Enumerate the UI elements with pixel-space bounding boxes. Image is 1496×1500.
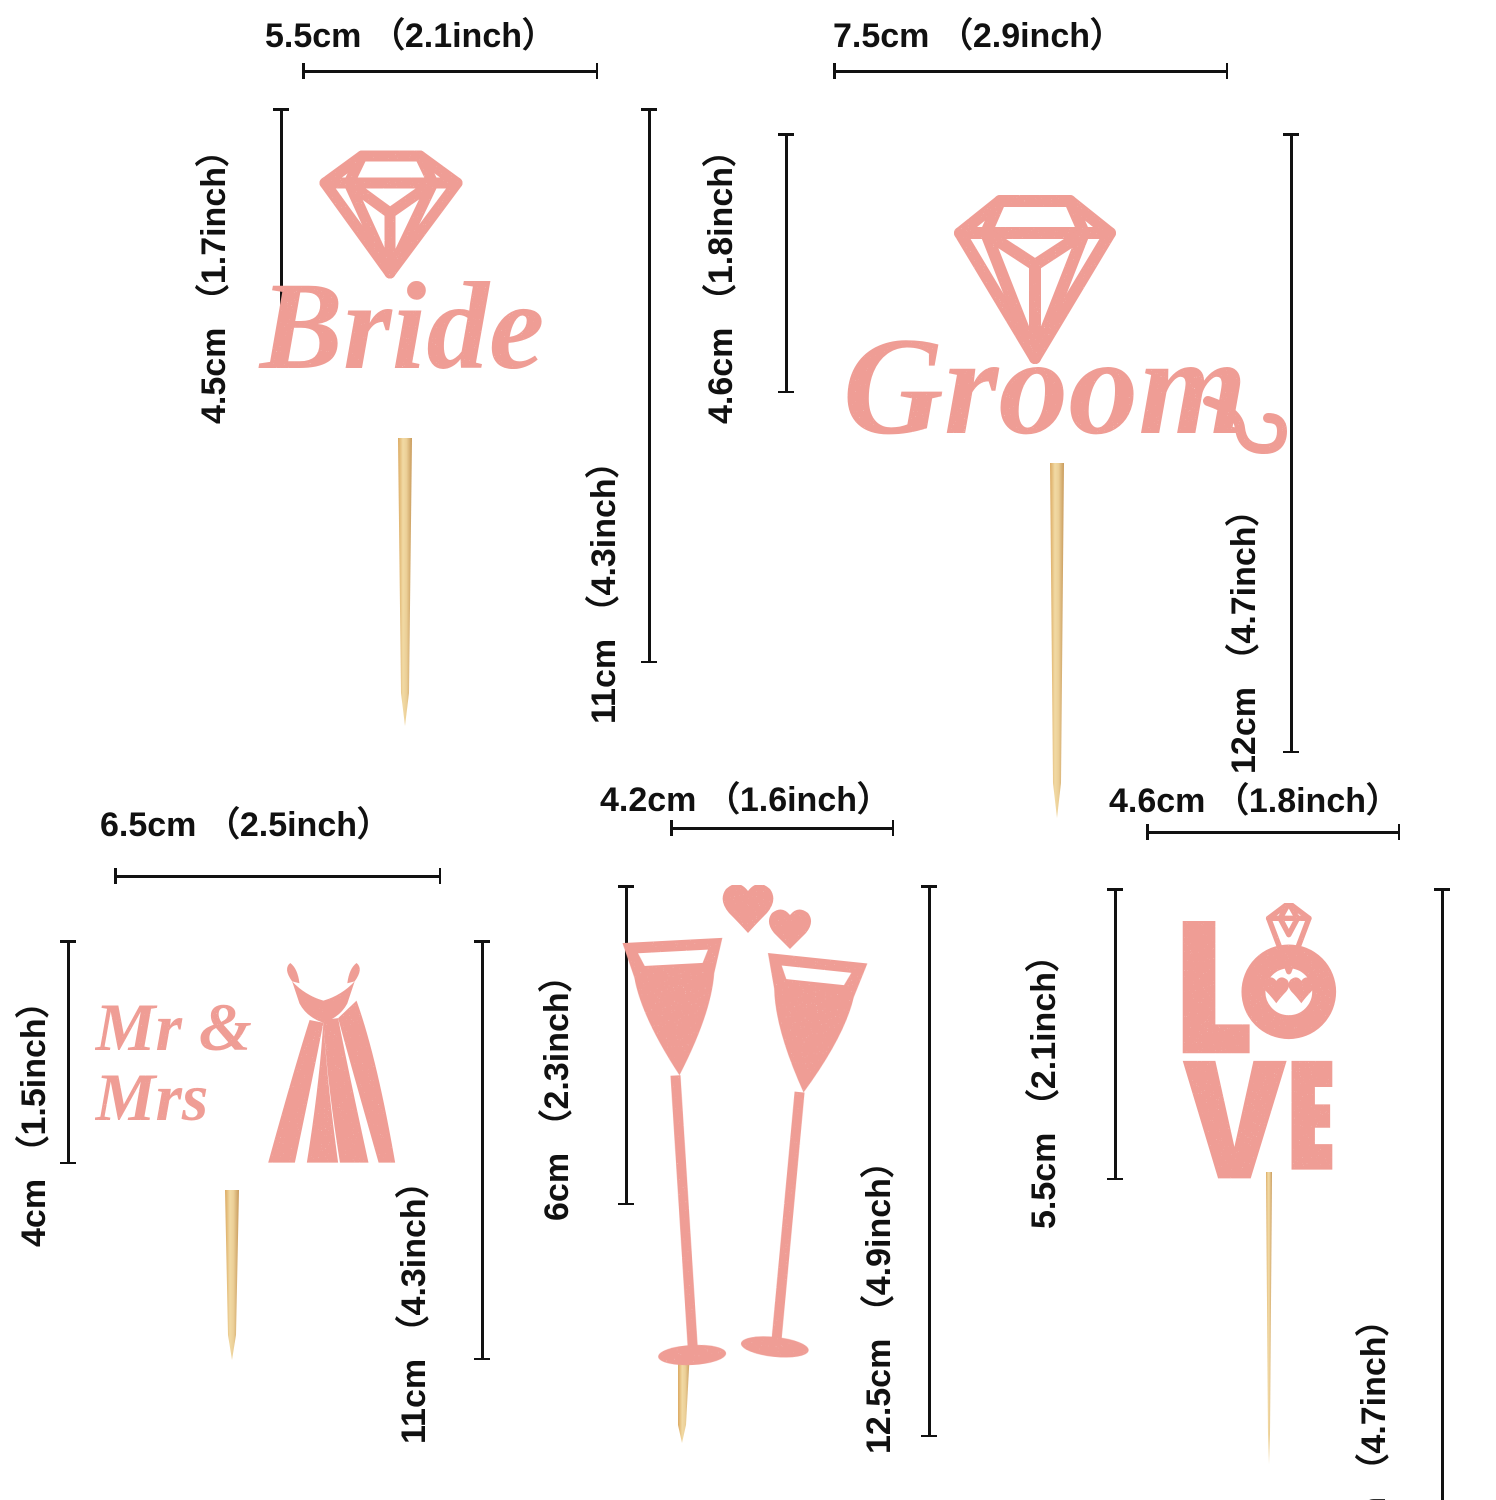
svg-text:Mr &: Mr & — [95, 989, 252, 1065]
svg-text:Groom: Groom — [843, 309, 1247, 464]
svg-text:Bride: Bride — [258, 258, 545, 396]
svg-text:Mrs: Mrs — [95, 1059, 208, 1135]
